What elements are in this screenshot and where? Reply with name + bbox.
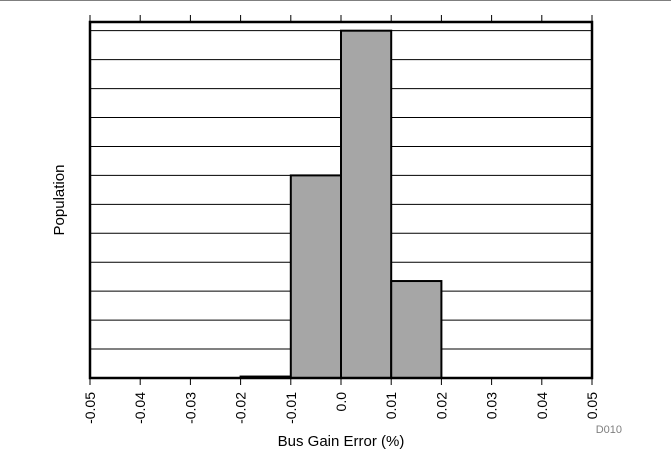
x-tick-label: 0.03 bbox=[484, 392, 500, 419]
x-tick-label: -0.03 bbox=[182, 392, 198, 424]
x-tick-label: 0.0 bbox=[333, 392, 349, 412]
tick-marks bbox=[89, 15, 593, 385]
x-tick-label: -0.05 bbox=[82, 392, 98, 424]
histogram-bar bbox=[340, 29, 393, 380]
x-tick-labels: -0.05 -0.04 -0.03 -0.02 -0.01 0.0 0.01 0.02 0.03… bbox=[82, 392, 600, 424]
histogram-bar bbox=[390, 280, 443, 379]
x-tick-label: 0.01 bbox=[383, 392, 399, 419]
y-axis-label: Population bbox=[51, 165, 68, 236]
histogram-bar bbox=[289, 174, 342, 379]
figure-id: D010 bbox=[596, 424, 622, 436]
x-tick-label: -0.01 bbox=[283, 392, 299, 424]
x-tick-label: 0.05 bbox=[584, 392, 600, 419]
top-rule bbox=[0, 0, 671, 1]
x-tick-label: 0.04 bbox=[534, 392, 550, 419]
x-tick-label: 0.02 bbox=[433, 392, 449, 419]
x-tick-label: -0.02 bbox=[233, 392, 249, 424]
x-axis-label: Bus Gain Error (%) bbox=[278, 433, 405, 450]
x-tick-label: -0.04 bbox=[132, 392, 148, 424]
